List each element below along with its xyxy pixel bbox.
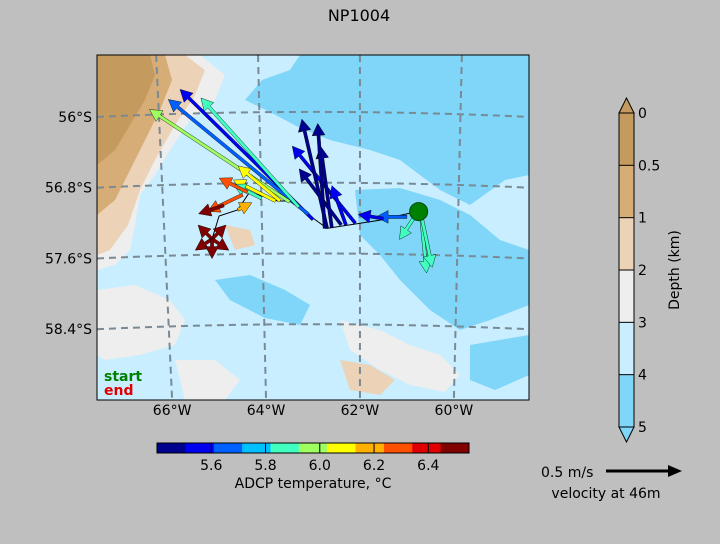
map-panel: start end — [96, 54, 530, 401]
depth-colorbar-segment — [619, 322, 634, 375]
depth-colorbar: 0 0.5 1 2 3 4 5 Depth (km) — [618, 96, 683, 444]
longitude-tick-label: 60°W — [435, 403, 474, 419]
temperature-colorbar-segment — [213, 443, 243, 453]
bathy-shallow-3 — [97, 55, 155, 165]
temperature-colorbar-segment — [383, 443, 413, 453]
temperature-colorbar-tick-label: 6.2 — [363, 458, 385, 474]
velocity-arrow — [419, 213, 437, 268]
temperature-colorbar: 5.6 5.8 6.0 6.2 6.4 ADCP temperature, °C — [156, 442, 470, 492]
temperature-colorbar-tick-label: 5.8 — [254, 458, 276, 474]
temperature-colorbar-tick-label: 5.6 — [200, 458, 222, 474]
legend-start-label: start — [104, 369, 142, 385]
bathymetry — [97, 55, 529, 400]
longitude-tick-label: 62°W — [341, 403, 380, 419]
start-marker — [409, 202, 429, 222]
temperature-colorbar-tick-label: 6.0 — [309, 458, 331, 474]
temperature-colorbar-segment — [298, 443, 328, 453]
bathy-deep-center — [355, 188, 529, 330]
depth-colorbar-tick-label: 4 — [638, 368, 647, 384]
velocity-arrow — [357, 209, 384, 224]
scale-arrow-head — [668, 465, 682, 477]
track-markers — [409, 202, 429, 222]
temperature-colorbar-label: ADCP temperature, °C — [235, 476, 392, 492]
latitude-tick-label: 56.8°S — [45, 181, 92, 197]
temperature-colorbar-segment — [440, 443, 470, 453]
depth-colorbar-tick-label: 2 — [638, 263, 647, 279]
temperature-colorbar-segment — [412, 443, 442, 453]
depth-colorbar-segment — [619, 374, 634, 428]
bathy-deep-south — [470, 335, 529, 390]
temperature-colorbar-segment — [157, 443, 186, 453]
velocity-arrow — [236, 202, 253, 215]
scale-arrow-caption: velocity at 46m — [551, 486, 660, 502]
map-frame — [96, 54, 530, 401]
depth-colorbar-segment — [619, 270, 634, 323]
latitude-tick-label: 58.4°S — [45, 322, 92, 338]
parallel-line — [97, 323, 529, 331]
scale-arrow-value: 0.5 m/s — [541, 465, 593, 481]
depth-colorbar-extend-top — [618, 96, 635, 114]
longitude-tick-labels: 66°W 64°W 62°W 60°W — [153, 403, 474, 419]
depth-colorbar-tick-label: 1 — [638, 211, 647, 227]
velocity-arrow — [311, 122, 327, 229]
temperature-colorbar-segment — [327, 443, 357, 453]
meridian-line — [155, 55, 174, 400]
depth-colorbar-segment — [619, 113, 634, 166]
bathy-patch-1 — [340, 360, 395, 395]
latitude-tick-labels: 56°S 56.8°S 57.6°S 58.4°S — [45, 110, 92, 338]
depth-colorbar-label: Depth (km) — [667, 230, 683, 310]
temperature-colorbar-tick-label: 6.4 — [417, 458, 439, 474]
depth-colorbar-tick-label: 0.5 — [638, 158, 660, 174]
bathy-deep-north — [245, 55, 529, 205]
depth-colorbar-segment — [619, 217, 634, 271]
temperature-colorbar-frame — [156, 442, 470, 454]
velocity-arrow — [237, 165, 282, 203]
depth-colorbar-tick-label: 3 — [638, 315, 647, 331]
velocity-arrow — [329, 185, 348, 226]
longitude-tick-label: 66°W — [153, 403, 192, 419]
bathy-patch-2 — [225, 225, 255, 250]
velocity-arrow — [200, 97, 301, 209]
temperature-colorbar-segment — [242, 443, 271, 453]
parallel-line — [97, 252, 529, 260]
bathy-mid-4 — [175, 360, 240, 400]
parallel-line — [97, 181, 529, 189]
latitude-tick-label: 57.6°S — [45, 251, 92, 267]
temperature-colorbar-segment — [270, 443, 300, 453]
legend-end-label: end — [104, 383, 133, 399]
temperature-colorbar-segment — [185, 443, 215, 453]
meridian-line — [452, 55, 463, 400]
longitude-tick-label: 64°W — [247, 403, 286, 419]
depth-colorbar-segment — [619, 165, 634, 218]
graticule — [97, 55, 529, 400]
bathy-mid-3 — [340, 320, 460, 392]
depth-colorbar-tick-label: 0 — [638, 106, 647, 122]
latitude-tick-label: 56°S — [58, 110, 92, 126]
bathy-deep-west — [215, 275, 310, 325]
velocity-vectors — [149, 89, 437, 274]
scale-arrow-group: 0.5 m/s velocity at 46m — [541, 465, 682, 502]
depth-colorbar-extend-bottom — [618, 426, 635, 444]
velocity-arrow — [298, 118, 329, 229]
temperature-colorbar-segment — [355, 443, 385, 453]
bathy-mid-2 — [97, 285, 185, 360]
velocity-arrow — [218, 177, 249, 194]
chart-title: NP1004 — [328, 6, 390, 25]
velocity-arrow — [205, 238, 219, 260]
parallel-line — [97, 110, 529, 118]
velocity-arrow — [198, 203, 225, 217]
meridian-line — [257, 55, 268, 400]
depth-colorbar-tick-label: 5 — [638, 420, 647, 436]
velocity-arrow — [210, 237, 230, 251]
